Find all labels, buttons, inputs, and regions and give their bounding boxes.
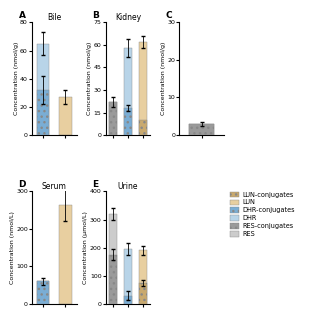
Bar bbox=[124, 48, 132, 135]
Legend: LUN-conjugates, LUN, DHR-conjugates, DHR, RES-conjugates, RES: LUN-conjugates, LUN, DHR-conjugates, DHR… bbox=[229, 190, 296, 239]
Bar bbox=[109, 255, 117, 304]
Text: A: A bbox=[19, 11, 26, 20]
Bar bbox=[124, 249, 132, 304]
Bar bbox=[139, 251, 147, 304]
Bar bbox=[59, 97, 72, 135]
Bar bbox=[59, 204, 72, 304]
Bar bbox=[109, 214, 117, 304]
Title: Urine: Urine bbox=[118, 181, 138, 191]
Text: C: C bbox=[166, 11, 172, 20]
Text: B: B bbox=[92, 11, 99, 20]
Bar bbox=[37, 44, 49, 135]
Bar bbox=[37, 90, 49, 135]
Bar bbox=[139, 42, 147, 135]
Bar bbox=[109, 102, 117, 135]
Bar bbox=[139, 283, 147, 304]
Bar bbox=[37, 282, 49, 304]
Y-axis label: Concentration (nmol/L): Concentration (nmol/L) bbox=[10, 211, 15, 284]
Title: Bile: Bile bbox=[47, 12, 61, 22]
Y-axis label: Concentration (nmol/g): Concentration (nmol/g) bbox=[13, 42, 19, 116]
Y-axis label: Concentration (μmol/L): Concentration (μmol/L) bbox=[84, 211, 88, 284]
Title: Kidney: Kidney bbox=[115, 12, 141, 22]
Bar bbox=[124, 296, 132, 304]
Bar bbox=[139, 120, 147, 135]
Title: Serum: Serum bbox=[42, 181, 67, 191]
Y-axis label: Concentration (nmol/g): Concentration (nmol/g) bbox=[87, 42, 92, 116]
Bar bbox=[124, 108, 132, 135]
Text: D: D bbox=[19, 180, 26, 189]
Bar bbox=[189, 124, 214, 135]
Bar bbox=[37, 282, 49, 304]
Text: E: E bbox=[92, 180, 99, 189]
Bar bbox=[189, 124, 214, 135]
Y-axis label: Concentration (nmol/g): Concentration (nmol/g) bbox=[161, 42, 166, 116]
Bar bbox=[109, 102, 117, 135]
